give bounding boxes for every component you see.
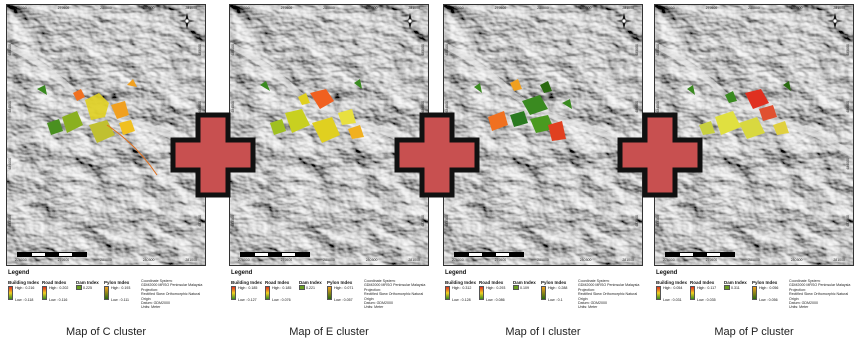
road-ramp: [479, 286, 484, 300]
legend-pylon: Pylon Index High : 0.071 Low : 0.057: [327, 280, 354, 302]
dam-swatch: [724, 285, 730, 291]
panel-caption: Map of P cluster: [714, 326, 794, 338]
bottom-tick-labels: 279000 279500 280000 280500 281000: [15, 258, 197, 262]
coordinate-system-text: Coordinate System: GDM2000 MRSO Peninsula…: [578, 279, 640, 310]
building-ramp: [8, 286, 13, 300]
legend-building: Building Index High : 0.185 Low : 0.127: [231, 280, 262, 302]
north-arrow-icon: [179, 13, 195, 29]
hillshade-map: [444, 5, 642, 265]
map-panel-c: 279000 279500 280000 280500 281000 279000 279…: [6, 4, 206, 342]
legend-road: Road Index High : 0.293 Low : 0.086: [479, 280, 506, 302]
legend-pylon: Pylon Index High : 0.288 Low : 0.1: [541, 280, 568, 302]
north-arrow-icon: [402, 13, 418, 29]
building-ramp: [445, 286, 450, 300]
legend-title: Legend: [8, 270, 30, 276]
panel-caption: Map of E cluster: [289, 326, 369, 338]
dam-swatch: [76, 285, 82, 291]
map-legend: Legend Building Index High : 0.216 Low :…: [6, 268, 206, 316]
plus-icon: [394, 112, 480, 198]
building-ramp: [231, 286, 236, 300]
pylon-ramp: [104, 286, 109, 300]
map-legend: Legend Building Index High : 0.312 Low :…: [443, 268, 643, 316]
coordinate-system-text: Coordinate System: GDM2000 MRSO Peninsula…: [364, 279, 426, 310]
pylon-ramp: [752, 286, 757, 300]
map-panel-e: 279000 279500 280000 280500 281000 279000 279…: [229, 4, 429, 342]
building-zones: [474, 79, 572, 141]
panel-caption: Map of C cluster: [65, 326, 147, 338]
scale-bar: [17, 252, 87, 257]
top-tick-labels: 279000 279500 280000 280500 281000: [663, 6, 845, 10]
plus-icon: [617, 112, 703, 198]
plus-icon: [170, 112, 256, 198]
top-tick-labels: 279000 279500 280000 280500 281000: [452, 6, 634, 10]
map-legend: Legend Building Index High : 0.185 Low :…: [229, 268, 429, 316]
top-tick-labels: 279000 279500 280000 280500 281000: [238, 6, 420, 10]
pylon-ramp: [327, 286, 332, 300]
legend-building: Building Index High : 0.216 Low : 0.118: [8, 280, 39, 302]
legend-title: Legend: [445, 270, 467, 276]
hillshade-map: [230, 5, 428, 265]
road-ramp: [42, 286, 47, 300]
building-zones: [260, 79, 364, 143]
dam-swatch: [299, 285, 305, 291]
scale-bar: [240, 252, 310, 257]
scale-bar: [665, 252, 735, 257]
map-frame: 279000 279500 280000 280500 281000 279000 279…: [229, 4, 429, 266]
bottom-tick-labels: 279000 279500 280000 280500 281000: [663, 258, 845, 262]
road-ramp: [265, 286, 270, 300]
legend-pylon: Pylon Index High : 0.056 Low : 0.056: [752, 280, 779, 302]
legend-dam: Dam Index 0.109: [513, 280, 536, 291]
coordinate-system-text: Coordinate System: GDM2000 MRSO Peninsula…: [141, 279, 203, 310]
pylon-ramp: [541, 286, 546, 300]
top-tick-labels: 279000 279500 280000 280500 281000: [15, 6, 197, 10]
legend-title: Legend: [656, 270, 678, 276]
legend-road: Road Index High : 0.202 Low : 0.116: [42, 280, 69, 302]
legend-pylon: Pylon Index High : 0.193 Low : 0.111: [104, 280, 131, 302]
legend-road: Road Index High : 0.185 Low : 0.076: [265, 280, 292, 302]
map-legend: Legend Building Index High : 0.054 Low :…: [654, 268, 854, 316]
building-ramp: [656, 286, 661, 300]
legend-road: Road Index High : 0.117 Low : 0.035: [690, 280, 717, 302]
dam-swatch: [513, 285, 519, 291]
bottom-tick-labels: 279000 279500 280000 280500 281000: [238, 258, 420, 262]
legend-dam: Dam Index 0.221: [299, 280, 322, 291]
legend-building: Building Index High : 0.312 Low : 0.128: [445, 280, 476, 302]
map-panel-i: 279000 279500 280000 280500 281000 279000 279…: [443, 4, 643, 342]
north-arrow-icon: [827, 13, 843, 29]
legend-dam: Dam Index 0.311: [724, 280, 747, 291]
panel-caption: Map of I cluster: [505, 326, 581, 338]
bottom-tick-labels: 279000 279500 280000 280500 281000: [452, 258, 634, 262]
map-panel-p: 279000 279500 280000 280500 281000 279000 279…: [654, 4, 854, 342]
hillshade-map: [655, 5, 853, 265]
scale-bar: [454, 252, 524, 257]
legend-building: Building Index High : 0.054 Low : 0.031: [656, 280, 687, 302]
map-frame: 279000 279500 280000 280500 281000 279000 279…: [443, 4, 643, 266]
legend-title: Legend: [231, 270, 253, 276]
north-arrow-icon: [616, 13, 632, 29]
building-zones: [687, 81, 791, 139]
hillshade-map: [7, 5, 205, 265]
coordinate-system-text: Coordinate System: GDM2000 MRSO Peninsula…: [789, 279, 851, 310]
map-frame: 279000 279500 280000 280500 281000 279000 279…: [654, 4, 854, 266]
map-frame: 279000 279500 280000 280500 281000 279000 279…: [6, 4, 206, 266]
road-ramp: [690, 286, 695, 300]
legend-dam: Dam Index 0.225: [76, 280, 99, 291]
